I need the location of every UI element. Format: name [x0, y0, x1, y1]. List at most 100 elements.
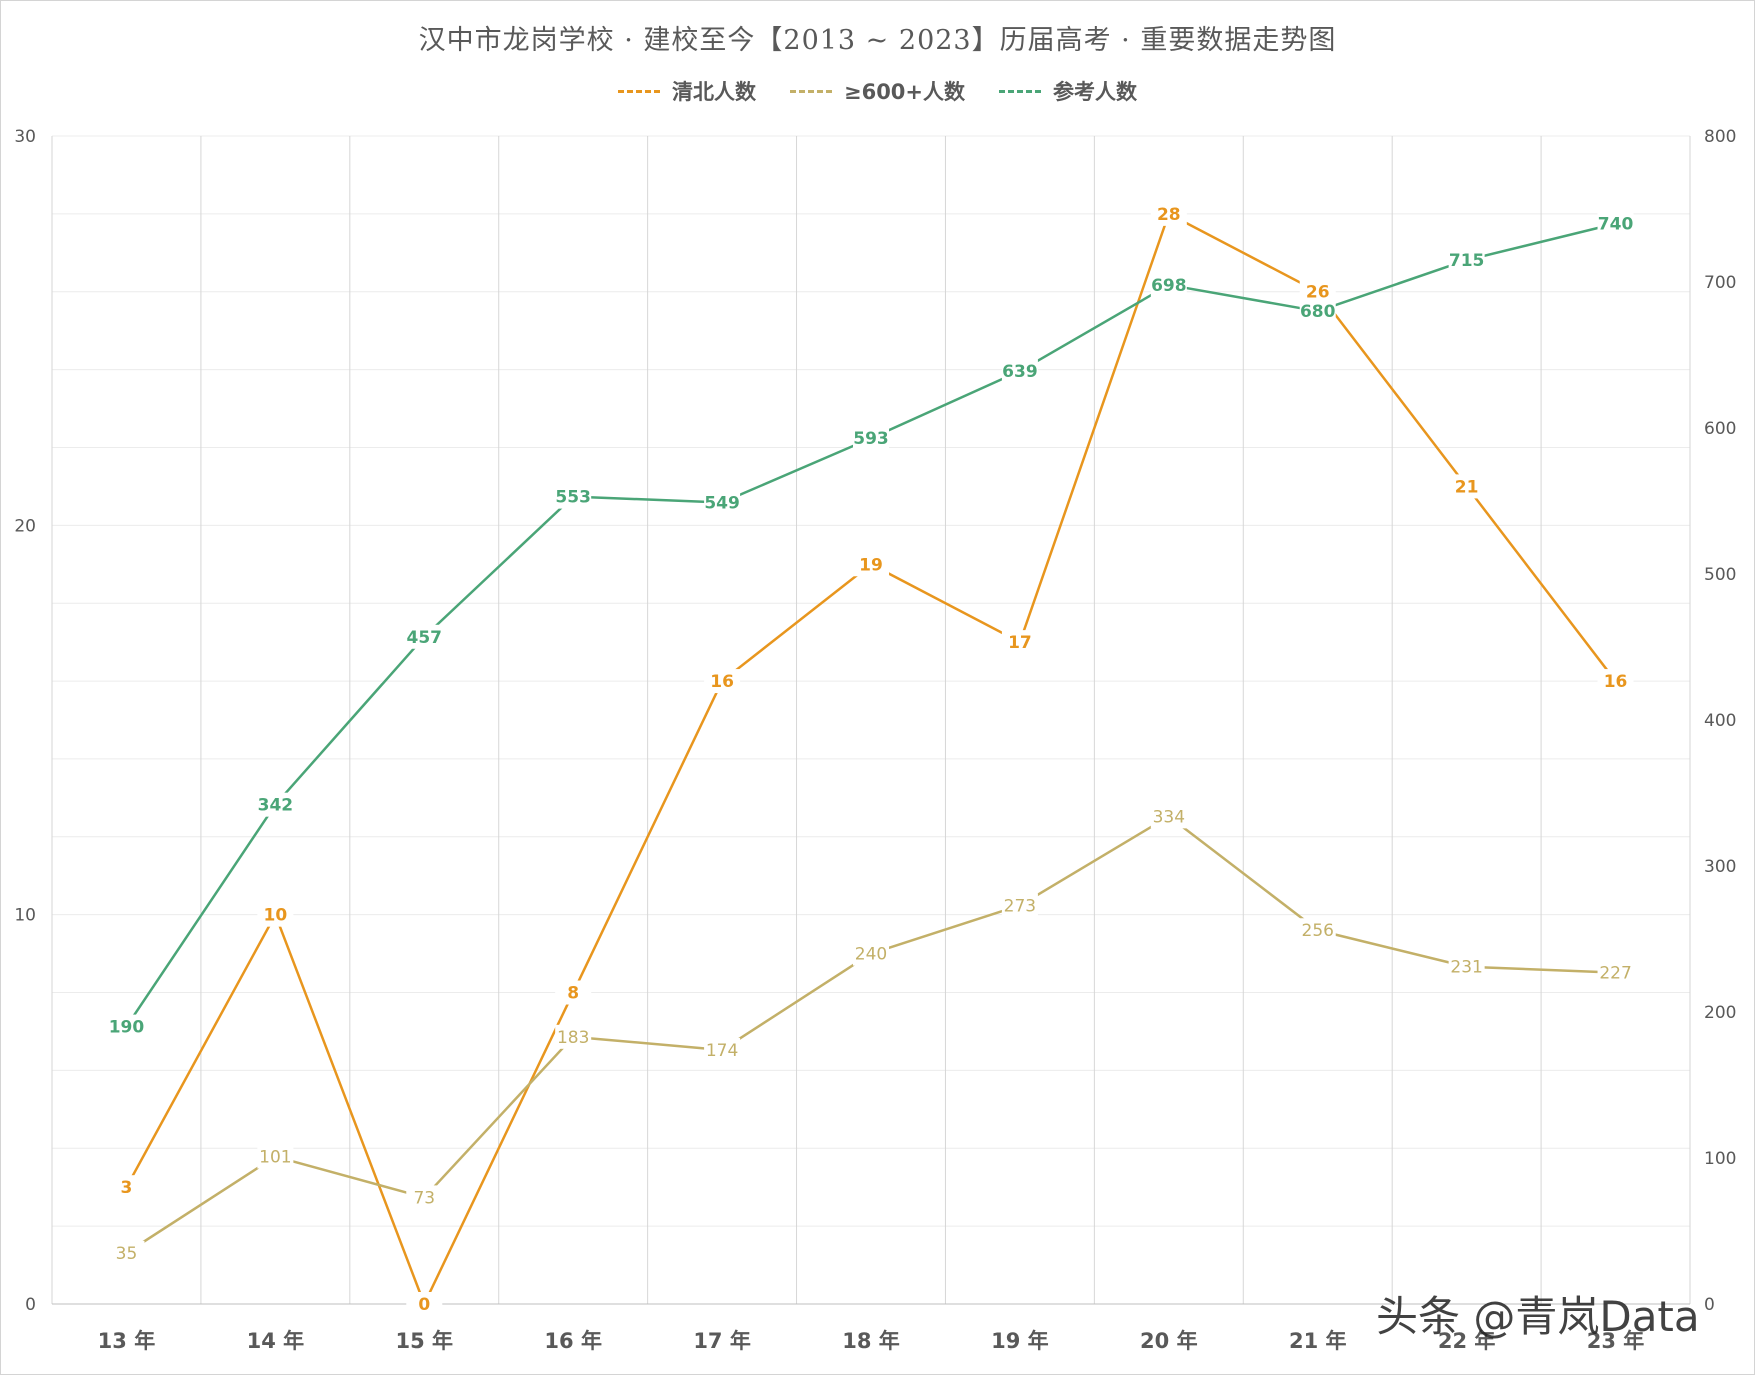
data-label-bg	[1597, 960, 1634, 985]
data-label-bg	[704, 490, 741, 515]
data-label-bg	[406, 624, 443, 649]
data-label-bg	[1150, 804, 1187, 829]
x-tick-label: 21 年	[1289, 1329, 1347, 1353]
data-label-600plus: 101	[259, 1148, 291, 1168]
data-label-600plus: 231	[1450, 958, 1482, 978]
data-label-qingbei: 3	[121, 1178, 133, 1198]
data-label-qingbei: 16	[1604, 672, 1628, 692]
data-label-bg	[406, 1292, 443, 1316]
data-label-qingbei: 10	[264, 906, 288, 926]
data-label-bg	[1448, 248, 1485, 273]
y-right-tick-label: 700	[1704, 273, 1736, 293]
data-label-bg	[1597, 211, 1634, 236]
x-tick-label: 15 年	[395, 1329, 453, 1353]
legend-swatch-qingbei	[617, 89, 660, 93]
data-label-qingbei: 28	[1157, 205, 1181, 225]
y-left-tick-label: 30	[14, 127, 36, 147]
x-tick-label: 13 年	[98, 1329, 156, 1353]
x-tick-label: 16 年	[544, 1329, 602, 1353]
x-tick-label: 18 年	[842, 1329, 900, 1353]
chart-legend: 清北人数 ≥600+人数 参考人数	[0, 76, 1755, 106]
legend-swatch-participants	[999, 89, 1042, 93]
legend-label-participants: 参考人数	[1053, 80, 1138, 104]
data-label-participants: 740	[1598, 215, 1634, 235]
legend-item-qingbei: 清北人数	[617, 76, 756, 106]
data-label-participants: 553	[555, 488, 591, 508]
data-label-bg	[108, 1240, 145, 1265]
data-label-600plus: 227	[1599, 964, 1631, 984]
data-label-600plus: 240	[855, 945, 887, 965]
data-label-bg	[1299, 299, 1336, 324]
data-label-600plus: 35	[116, 1244, 138, 1264]
data-label-qingbei: 8	[567, 984, 579, 1004]
data-label-participants: 715	[1449, 251, 1485, 271]
data-label-bg	[1150, 272, 1187, 297]
data-label-600plus: 334	[1153, 807, 1185, 827]
data-label-qingbei: 21	[1455, 477, 1479, 497]
data-label-600plus: 256	[1302, 921, 1334, 941]
data-label-bg	[108, 1014, 145, 1039]
data-label-bg	[1448, 474, 1485, 499]
chart-title: 汉中市龙岗学校 · 建校至今【2013 ~ 2023】历届高考 · 重要数据走势…	[418, 25, 1337, 56]
data-label-bg	[1448, 954, 1485, 979]
data-label-qingbei: 26	[1306, 283, 1330, 303]
y-right-tick-label: 500	[1704, 565, 1736, 585]
x-tick-label: 23 年	[1587, 1329, 1645, 1353]
data-label-600plus: 174	[706, 1041, 738, 1061]
data-label-participants: 593	[853, 429, 889, 449]
data-label-600plus: 183	[557, 1028, 589, 1048]
data-label-participants: 190	[109, 1018, 145, 1038]
legend-label-qingbei: 清北人数	[671, 80, 756, 104]
y-right-tick-label: 200	[1704, 1003, 1736, 1023]
y-right-tick-label: 800	[1704, 127, 1736, 147]
y-right-tick-label: 100	[1704, 1149, 1736, 1169]
y-right-tick-label: 0	[1704, 1295, 1715, 1315]
data-label-bg	[853, 941, 889, 966]
data-label-bg	[704, 1037, 741, 1062]
y-left-tick-label: 10	[14, 906, 36, 926]
x-tick-label: 22 年	[1438, 1329, 1496, 1353]
data-label-bg	[1150, 201, 1187, 226]
data-label-bg	[853, 426, 889, 451]
legend-swatch-600plus	[789, 89, 832, 93]
data-label-participants: 639	[1002, 362, 1038, 382]
data-label-participants: 549	[704, 493, 740, 513]
data-label-participants: 342	[258, 796, 294, 816]
y-left-tick-label: 0	[25, 1295, 36, 1315]
watermark: 头条 @青岚Data	[1376, 1292, 1700, 1341]
x-tick-label: 17 年	[693, 1329, 751, 1353]
data-label-participants: 457	[407, 628, 443, 648]
data-label-participants: 698	[1151, 276, 1187, 296]
data-label-bg	[555, 484, 592, 509]
data-label-bg	[555, 980, 592, 1005]
x-tick-label: 14 年	[247, 1329, 305, 1353]
y-right-tick-label: 600	[1704, 419, 1736, 439]
y-right-tick-label: 300	[1704, 857, 1736, 877]
data-label-600plus: 73	[413, 1188, 435, 1208]
data-label-bg	[108, 1175, 145, 1200]
x-tick-label: 20 年	[1140, 1329, 1198, 1353]
data-label-bg	[406, 1185, 443, 1210]
data-label-bg	[704, 669, 741, 694]
data-label-bg	[1001, 893, 1038, 918]
data-label-bg	[1299, 918, 1336, 943]
data-label-bg	[257, 792, 294, 817]
data-label-bg	[853, 552, 889, 577]
data-label-participants: 680	[1300, 302, 1336, 322]
data-label-bg	[555, 1024, 592, 1049]
data-label-bg	[1001, 630, 1038, 655]
y-right-tick-label: 400	[1704, 711, 1736, 731]
data-label-qingbei: 17	[1008, 633, 1032, 653]
data-label-600plus: 273	[1004, 896, 1036, 916]
data-label-qingbei: 19	[859, 555, 883, 575]
legend-item-participants: 参考人数	[999, 76, 1137, 106]
data-label-qingbei: 16	[710, 672, 734, 692]
data-label-qingbei: 0	[418, 1295, 430, 1315]
data-label-bg	[257, 1144, 294, 1169]
data-label-bg	[257, 902, 294, 927]
legend-item-600plus: ≥600+人数	[789, 76, 966, 106]
data-label-bg	[1001, 359, 1038, 384]
x-tick-label: 19 年	[991, 1329, 1049, 1353]
legend-label-600plus: ≥600+人数	[843, 80, 966, 104]
